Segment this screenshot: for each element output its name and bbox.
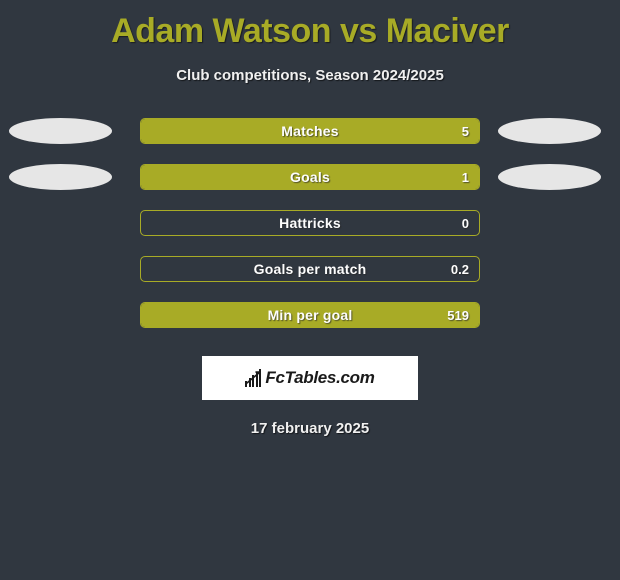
- stats-container: Matches5Goals1Hattricks0Goals per match0…: [0, 118, 620, 328]
- stat-bar: Goals per match0.2: [140, 256, 480, 282]
- stat-value: 1: [462, 165, 469, 189]
- stat-label: Min per goal: [141, 303, 479, 327]
- bar-chart-icon: [245, 369, 261, 387]
- right-ellipse: [498, 164, 601, 190]
- stat-value: 519: [447, 303, 469, 327]
- date-label: 17 february 2025: [0, 420, 620, 437]
- stat-label: Hattricks: [141, 211, 479, 235]
- left-ellipse: [9, 164, 112, 190]
- fctables-logo[interactable]: FcTables.com: [202, 356, 418, 400]
- stat-value: 5: [462, 119, 469, 143]
- stat-bar: Min per goal519: [140, 302, 480, 328]
- stat-bar: Goals1: [140, 164, 480, 190]
- page-title: Adam Watson vs Maciver: [0, 0, 620, 51]
- stat-row: Min per goal519: [0, 302, 620, 328]
- stat-row: Goals1: [0, 164, 620, 190]
- stat-row: Matches5: [0, 118, 620, 144]
- stat-bar: Matches5: [140, 118, 480, 144]
- stat-value: 0: [462, 211, 469, 235]
- right-ellipse: [498, 118, 601, 144]
- stat-row: Goals per match0.2: [0, 256, 620, 282]
- stat-value: 0.2: [451, 257, 469, 281]
- subtitle: Club competitions, Season 2024/2025: [0, 67, 620, 84]
- stat-label: Matches: [141, 119, 479, 143]
- left-ellipse: [9, 118, 112, 144]
- stat-label: Goals per match: [141, 257, 479, 281]
- stat-row: Hattricks0: [0, 210, 620, 236]
- stat-label: Goals: [141, 165, 479, 189]
- logo-text: FcTables.com: [265, 368, 374, 388]
- stat-bar: Hattricks0: [140, 210, 480, 236]
